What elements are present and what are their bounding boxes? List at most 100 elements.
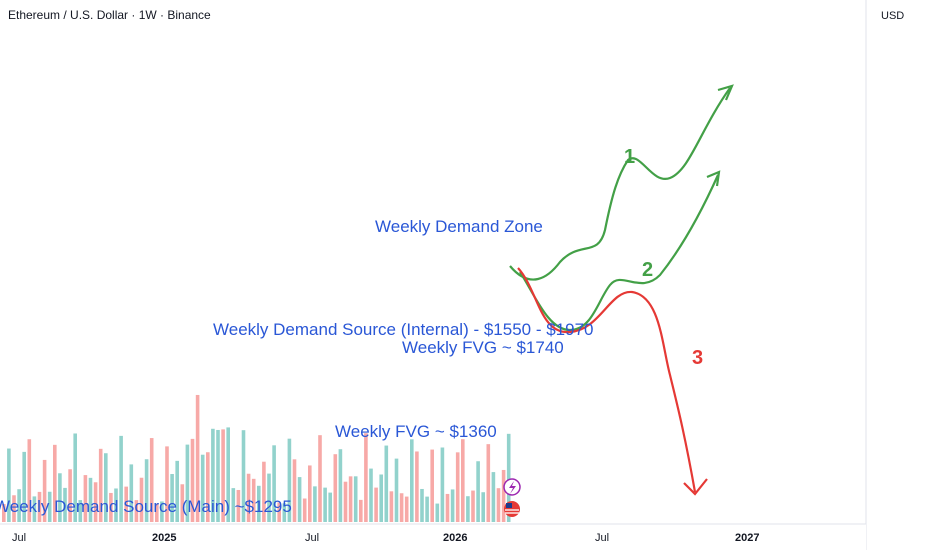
volume-bar xyxy=(394,458,399,522)
currency-label: USD xyxy=(881,10,905,22)
volume-bar xyxy=(302,498,307,522)
volume-bar xyxy=(379,474,383,522)
volume-bar xyxy=(185,444,190,522)
zone-label: Weekly FVG ~ $1740 xyxy=(402,338,564,357)
volume-bar xyxy=(287,438,292,522)
volume-bar xyxy=(313,486,317,522)
scenario-arrowhead-2 xyxy=(706,170,721,187)
zone-label: Weekly FVG ~ $1360 xyxy=(335,422,497,441)
time-tick: 2027 xyxy=(735,532,759,544)
volume-bar xyxy=(211,428,215,522)
volume-bar xyxy=(461,439,465,522)
volume-bar xyxy=(47,491,52,522)
volume-bar xyxy=(17,489,21,522)
volume-bar xyxy=(466,496,470,522)
volume-bar xyxy=(73,433,77,522)
volume-bar xyxy=(338,449,343,522)
volume-bar xyxy=(262,461,266,522)
volume-bar xyxy=(155,503,159,522)
volume-bar xyxy=(12,495,16,522)
volume-bar xyxy=(53,444,57,522)
volume-bar xyxy=(420,488,424,522)
volume-bar xyxy=(471,490,475,522)
event-icons[interactable] xyxy=(503,478,521,517)
volume-bar xyxy=(190,438,195,522)
volume-bar xyxy=(491,472,496,522)
volume-bar xyxy=(440,447,445,522)
volume-bar xyxy=(119,435,123,522)
volume-bar xyxy=(353,476,358,522)
scenario-arrowhead-1 xyxy=(717,84,734,101)
volume-bar xyxy=(333,454,338,522)
volume-bar xyxy=(501,469,506,522)
volume-bar xyxy=(144,459,149,522)
volume-bar xyxy=(165,446,169,522)
volume-bar xyxy=(236,489,241,522)
volume-bar xyxy=(282,503,287,522)
volume-bar xyxy=(435,503,440,522)
scenario-paths: 1 2 3 xyxy=(509,84,734,496)
volume-bar xyxy=(450,489,455,522)
volume-bar xyxy=(32,496,37,522)
scenario-label-3: 3 xyxy=(692,347,703,369)
volume-bar xyxy=(481,492,485,522)
zone-label: Weekly Demand Source (Internal) - $1550 … xyxy=(213,320,594,339)
lightning-glyph xyxy=(509,481,516,494)
volume-bar xyxy=(206,452,210,522)
volume-bar xyxy=(88,477,93,522)
price-axis[interactable]: 4,000.003,600.003,200.002,800.002,500.00… xyxy=(865,0,932,550)
volume-bar xyxy=(221,429,225,522)
volume-bar xyxy=(216,429,220,522)
volume-bar xyxy=(139,477,144,522)
time-tick: Jul xyxy=(305,532,319,544)
scenario-path-2 xyxy=(519,174,720,332)
volume-bar xyxy=(297,477,302,522)
volume-bar xyxy=(104,453,108,522)
volume-bar xyxy=(389,491,394,522)
volume-bar xyxy=(246,473,251,522)
time-axis-bg xyxy=(0,524,866,550)
volume-bar xyxy=(272,445,276,522)
volume-bar xyxy=(114,488,118,522)
zone-label: Weekly Demand Source (Main) ~$1295 xyxy=(0,497,292,516)
volume-bar xyxy=(63,487,67,522)
volume-bar xyxy=(374,487,378,522)
volume-bar xyxy=(109,492,113,522)
chart-title: Ethereum / U.S. Dollar · 1W · Binance xyxy=(8,8,211,22)
zone-label: Weekly Demand Zone xyxy=(375,217,543,236)
volume-bar xyxy=(343,481,348,522)
volume-bar xyxy=(328,492,332,522)
volume-bar xyxy=(160,501,164,522)
flag-canton xyxy=(506,503,512,508)
time-axis[interactable]: Jul 2025 Jul 2026 Jul 2027 xyxy=(0,523,866,550)
volume-bar xyxy=(415,451,419,522)
volume-bar xyxy=(369,468,373,522)
volume-bar xyxy=(384,445,389,522)
volume-bar xyxy=(134,500,139,522)
volume-bar xyxy=(308,465,312,522)
time-tick: 2025 xyxy=(152,532,176,544)
volume-bar xyxy=(410,439,414,522)
volume-bar xyxy=(83,475,88,522)
time-tick: Jul xyxy=(12,532,26,544)
volume-bar xyxy=(496,488,501,522)
scenario-label-2: 2 xyxy=(642,259,653,281)
volume-bar xyxy=(149,438,154,522)
volume-bar xyxy=(430,449,434,522)
volume-bars xyxy=(2,394,511,522)
volume-bar xyxy=(257,485,261,522)
volume-bar xyxy=(476,461,480,522)
time-tick: Jul xyxy=(595,532,609,544)
scenario-arrowhead-3 xyxy=(683,478,708,496)
volume-bar xyxy=(58,473,62,522)
volume-bar xyxy=(180,484,185,522)
volume-bar xyxy=(241,430,246,522)
volume-bar xyxy=(318,435,322,522)
volume-bar xyxy=(42,459,47,522)
scenario-label-1: 1 xyxy=(624,146,635,168)
volume-bar xyxy=(226,427,230,522)
volume-bar xyxy=(425,496,429,522)
volume-bar xyxy=(404,496,409,522)
